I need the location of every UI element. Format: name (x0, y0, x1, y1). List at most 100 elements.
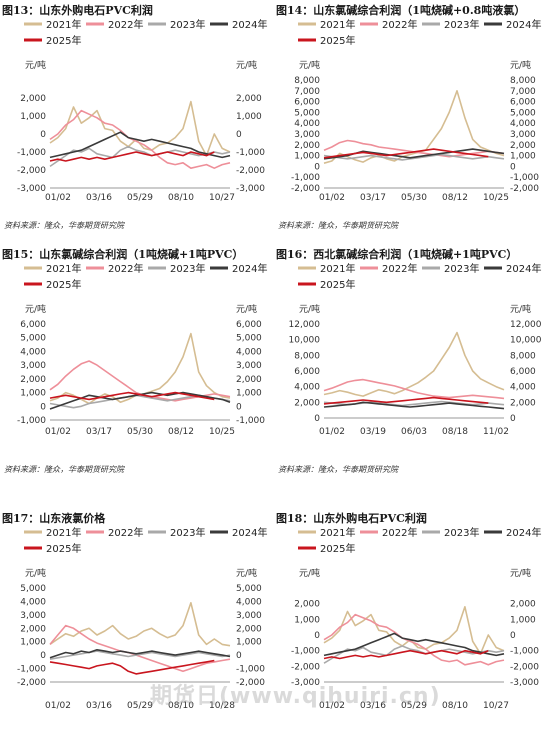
y-axis-unit-left: 元/吨 (25, 59, 46, 71)
y-tick-label-right: 5,000 (236, 334, 262, 344)
y-tick-label-right: 1,000 (236, 638, 262, 648)
series-line (49, 151, 215, 162)
legend-label: 2023年 (170, 262, 205, 275)
y-tick-label-right: -2,000 (236, 678, 265, 688)
series-line (323, 649, 489, 660)
y-tick-label-right: 2,000 (510, 141, 536, 151)
y-tick-label-right: 2,000 (236, 94, 262, 104)
series-line (323, 645, 505, 664)
legend-label: 2024年 (232, 18, 267, 31)
y-tick-label-left: -1,000 (17, 148, 46, 158)
legend-label: 2025年 (320, 542, 355, 555)
y-tick-label-left: 3,000 (20, 361, 46, 371)
legend-label: 2021年 (46, 262, 81, 275)
y-tick-label-left: -2,000 (291, 184, 320, 194)
x-tick-label: 10/27 (209, 193, 235, 203)
x-tick-label: 01/02 (319, 193, 345, 203)
legend-label: 2022年 (382, 262, 417, 275)
y-tick-label-right: 4,000 (236, 597, 262, 607)
y-tick-label-left: 2,000 (294, 398, 320, 408)
series-line (49, 602, 231, 647)
y-tick-label-left: -1,000 (291, 173, 320, 183)
y-tick-label-left: 5,000 (20, 334, 46, 344)
x-tick-label: 10/25 (209, 427, 235, 437)
y-tick-label-right: 4,000 (236, 347, 262, 357)
y-tick-label-right: 5,000 (236, 584, 262, 594)
y-axis-unit-right: 元/吨 (510, 59, 531, 71)
y-tick-label-left: 4,000 (20, 347, 46, 357)
x-tick-label: 05/30 (127, 427, 153, 437)
y-tick-label-left: 8,000 (294, 351, 320, 361)
y-tick-label-left: 2,000 (20, 375, 46, 385)
y-tick-label-left: -3,000 (17, 184, 46, 194)
legend-label: 2021年 (46, 526, 81, 539)
x-tick-label: 10/25 (483, 193, 509, 203)
y-tick-label-left: 0 (40, 651, 46, 661)
y-tick-label-right: -1,000 (510, 647, 539, 657)
y-tick-label-left: 2,000 (294, 600, 320, 610)
legend-label: 2024年 (232, 262, 267, 275)
legend-label: 2021年 (320, 526, 355, 539)
series-line (323, 378, 505, 400)
legend-label: 2024年 (506, 18, 541, 31)
x-tick-label: 03/17 (360, 193, 386, 203)
y-tick-label-right: -2,000 (510, 184, 539, 194)
y-tick-label-right: 0 (236, 130, 242, 140)
y-tick-label-right: 8,000 (510, 351, 536, 361)
y-tick-label-left: 1,000 (20, 112, 46, 122)
source-note: 资料来源：隆众，华泰期货研究院 (278, 465, 398, 474)
y-tick-label-left: 4,000 (294, 383, 320, 393)
x-tick-label: 01/02 (45, 427, 71, 437)
x-tick-label: 08/10 (168, 701, 194, 711)
chart-panel-18: 图18：山东外购电石PVC利润 2021年 2022年 2023年 2024年 2025… (276, 510, 548, 746)
series-line (49, 624, 231, 673)
legend-label: 2024年 (506, 262, 541, 275)
legend-label: 2025年 (46, 34, 81, 47)
y-tick-label-left: 0 (40, 402, 46, 412)
y-tick-label-right: 6,000 (510, 367, 536, 377)
x-tick-label: 08/18 (442, 427, 468, 437)
y-tick-label-right: -1,000 (236, 665, 265, 675)
y-tick-label-left: 6,000 (294, 367, 320, 377)
y-tick-label-left: 4,000 (294, 119, 320, 129)
y-tick-label-left: 4,000 (20, 597, 46, 607)
x-tick-label: 03/16 (360, 701, 386, 711)
series-line (323, 331, 505, 397)
chart-panel-15: 图15：山东氯碱综合利润（1吨烧碱+1吨PVC） 2021年 2022年 2023年… (2, 246, 274, 482)
y-tick-label-left: 1,000 (20, 389, 46, 399)
chart-panel-16: 图16：西北氯碱综合利润（1吨烧碱+1吨PVC） 2021年 2022年 2023年… (276, 246, 548, 482)
y-tick-label-left: -1,000 (17, 665, 46, 675)
x-tick-label: 11/02 (483, 427, 509, 437)
y-tick-label-right: 1,000 (510, 615, 536, 625)
legend-label: 2022年 (382, 18, 417, 31)
y-tick-label-left: 7,000 (294, 87, 320, 97)
y-tick-label-left: 2,000 (20, 624, 46, 634)
x-tick-label: 06/03 (401, 427, 427, 437)
y-tick-label-left: 1,000 (20, 638, 46, 648)
legend-label: 2024年 (232, 526, 267, 539)
y-tick-label-right: 0 (236, 651, 242, 661)
y-tick-label-right: 7,000 (510, 87, 536, 97)
y-tick-label-left: 0 (314, 414, 320, 424)
x-tick-label: 05/30 (401, 193, 427, 203)
y-tick-label-left: 0 (40, 130, 46, 140)
y-tick-label-right: -2,000 (510, 662, 539, 672)
source-note: 资料来源：隆众，华泰期货研究院 (4, 221, 124, 230)
y-tick-label-right: 0 (510, 631, 516, 641)
x-tick-label: 01/02 (45, 701, 71, 711)
y-tick-label-right: -3,000 (510, 678, 539, 688)
x-tick-label: 05/29 (127, 193, 153, 203)
y-axis-unit-left: 元/吨 (299, 303, 320, 315)
series-line (323, 606, 505, 655)
y-tick-label-left: 5,000 (294, 108, 320, 118)
y-axis-unit-right: 元/吨 (510, 303, 531, 315)
chart-title: 图18：山东外购电石PVC利润 (276, 512, 427, 525)
series-line (49, 145, 231, 168)
y-tick-label-right: 12,000 (510, 320, 542, 330)
legend-label: 2023年 (444, 262, 479, 275)
legend-label: 2023年 (444, 18, 479, 31)
x-tick-label: 03/16 (86, 701, 112, 711)
x-tick-label: 10/27 (483, 701, 509, 711)
series-line (49, 131, 231, 159)
